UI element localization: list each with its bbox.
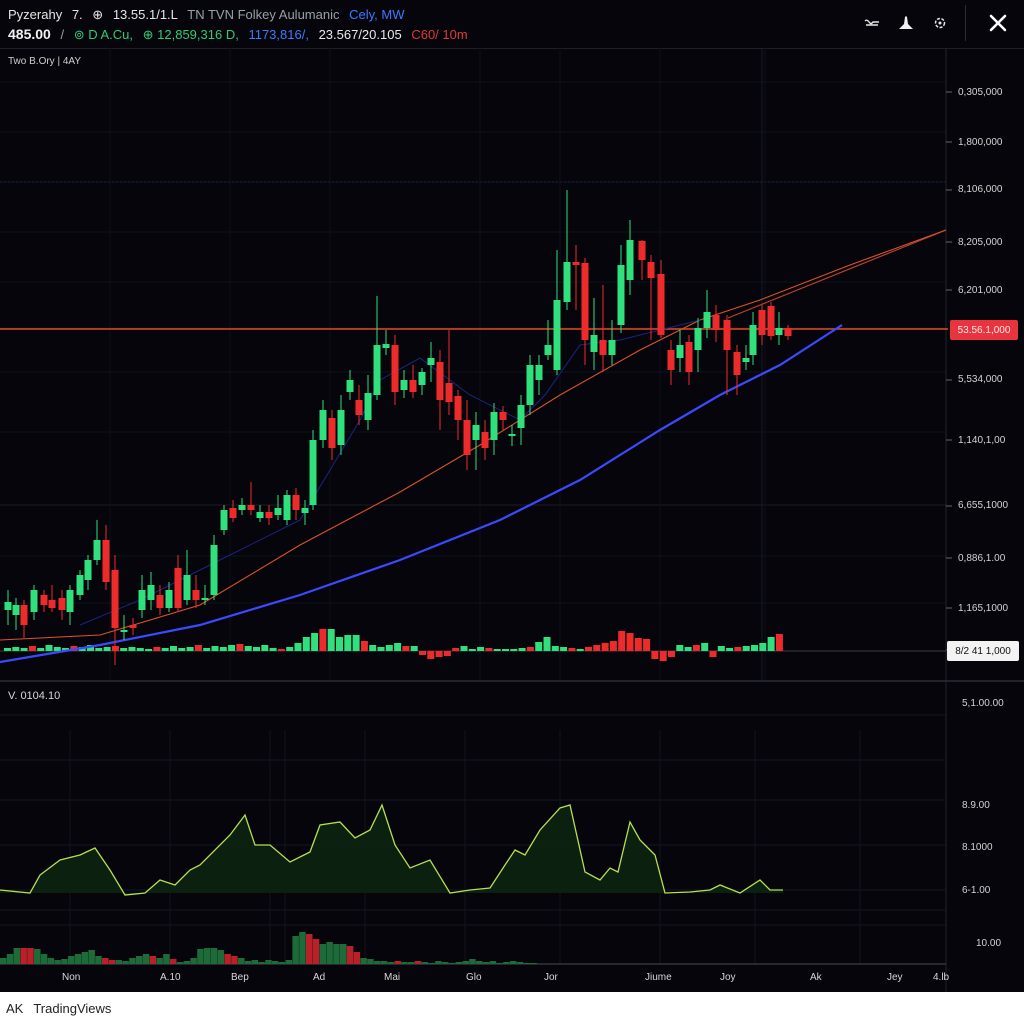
oscillator-axis-label: 6-1.00	[962, 885, 991, 896]
price-axis-label: 6,655,1000	[958, 500, 1009, 511]
symbol-name[interactable]: Pyzerahy	[8, 7, 63, 22]
brand-prefix: AK	[6, 1001, 24, 1016]
last-price: 485.00	[8, 26, 51, 42]
time-axis-label: Jey	[887, 972, 903, 983]
time-axis-label: Ad	[313, 972, 326, 983]
symbol-info-line: Pyzerahy 7. ⊕ 13.55.1/1.L TN TVN Folkey …	[8, 7, 410, 23]
candlesticks	[4, 190, 792, 665]
time-axis-label: Glo	[466, 972, 482, 983]
time-axis-label: Joy	[720, 972, 736, 983]
change-percent: C60/ 10m	[411, 27, 468, 42]
header-toolbar	[855, 0, 1024, 46]
symbol-value: 13.55.1/1.L	[112, 7, 178, 22]
oscillator-axis-label: 5,1.00.00	[962, 698, 1004, 709]
oscillator-plot	[0, 803, 783, 896]
oscillator-axis-label: 8.1000	[962, 842, 993, 853]
time-axis-label: Bep	[231, 972, 249, 983]
price-axis-label: 8,205,000	[958, 237, 1003, 248]
price-axis-label: 5,534,000	[958, 374, 1003, 385]
price-axis-label: 6,201,000	[958, 285, 1003, 296]
brand-name: TradingViews	[33, 1001, 112, 1016]
close-icon	[989, 14, 1007, 32]
ohlc-line: 485.00 / ⊚ D A.Cu, ⊕ 12,859,316 D, 1173,…	[8, 26, 474, 43]
footer-bar: AK TradingViews	[0, 992, 1024, 1024]
exchange-link[interactable]: Cely, MW	[349, 7, 405, 22]
alert-bell-icon[interactable]	[889, 6, 923, 40]
globe-icon: ⊕	[92, 7, 104, 22]
crosshair-price-tag: 8/2 41 1,000	[947, 641, 1019, 661]
toolbar-divider	[965, 5, 966, 41]
separator: /	[60, 27, 65, 42]
lower-volume-bars	[0, 932, 537, 964]
price-axis-label: 1,165,1000	[958, 603, 1009, 614]
price-axis-label: 0,886,1.00	[958, 553, 1006, 564]
time-axis-label: Non	[62, 972, 81, 983]
time-axis-label: Ak	[810, 972, 822, 983]
compare-icon[interactable]	[855, 6, 889, 40]
price-chart-canvas[interactable]	[0, 0, 1024, 992]
indicator-legend[interactable]: Two B.Ory | 4AY	[8, 56, 81, 67]
price-axis-label: 8,106,000	[958, 184, 1003, 195]
ma-value: 1173,816/,	[248, 27, 309, 42]
time-axis-label: Mai	[384, 972, 401, 983]
time-axis-label: 4.lb	[933, 972, 950, 983]
oscillator-label[interactable]: V. 0104.10	[8, 690, 61, 702]
time-axis-label: Jiume	[645, 972, 672, 983]
range-value: 23.567/20.105	[318, 27, 402, 42]
oscillator-axis-label: 8.9.00	[962, 800, 990, 811]
oscillator-axis-label: 10.00	[976, 938, 1002, 949]
price-axis-label: 1,800,000	[958, 137, 1003, 148]
price-axis-label: 1,140,1,00	[958, 435, 1006, 446]
settings-gear-icon[interactable]	[923, 6, 957, 40]
time-axis-label: Jor	[544, 972, 558, 983]
volume-value: ⊕ 12,859,316 D,	[142, 27, 239, 42]
symbol-tags: TN TVN Folkey Aulumanic	[187, 7, 340, 22]
symbol-header: Pyzerahy 7. ⊕ 13.55.1/1.L TN TVN Folkey …	[0, 0, 1024, 49]
interval[interactable]: 7.	[71, 7, 83, 22]
grid-lines	[0, 48, 1024, 992]
volume-bars	[4, 629, 783, 661]
change-label: ⊚ D A.Cu,	[73, 27, 134, 42]
close-button[interactable]	[978, 3, 1018, 43]
last-price-tag: 53.56.1,000	[950, 320, 1018, 340]
chart-window: Pyzerahy 7. ⊕ 13.55.1/1.L TN TVN Folkey …	[0, 0, 1024, 992]
price-axis-label: 0,305,000	[958, 87, 1003, 98]
brand[interactable]: AK TradingViews	[6, 1001, 111, 1016]
time-axis-label: A.10	[160, 972, 181, 983]
